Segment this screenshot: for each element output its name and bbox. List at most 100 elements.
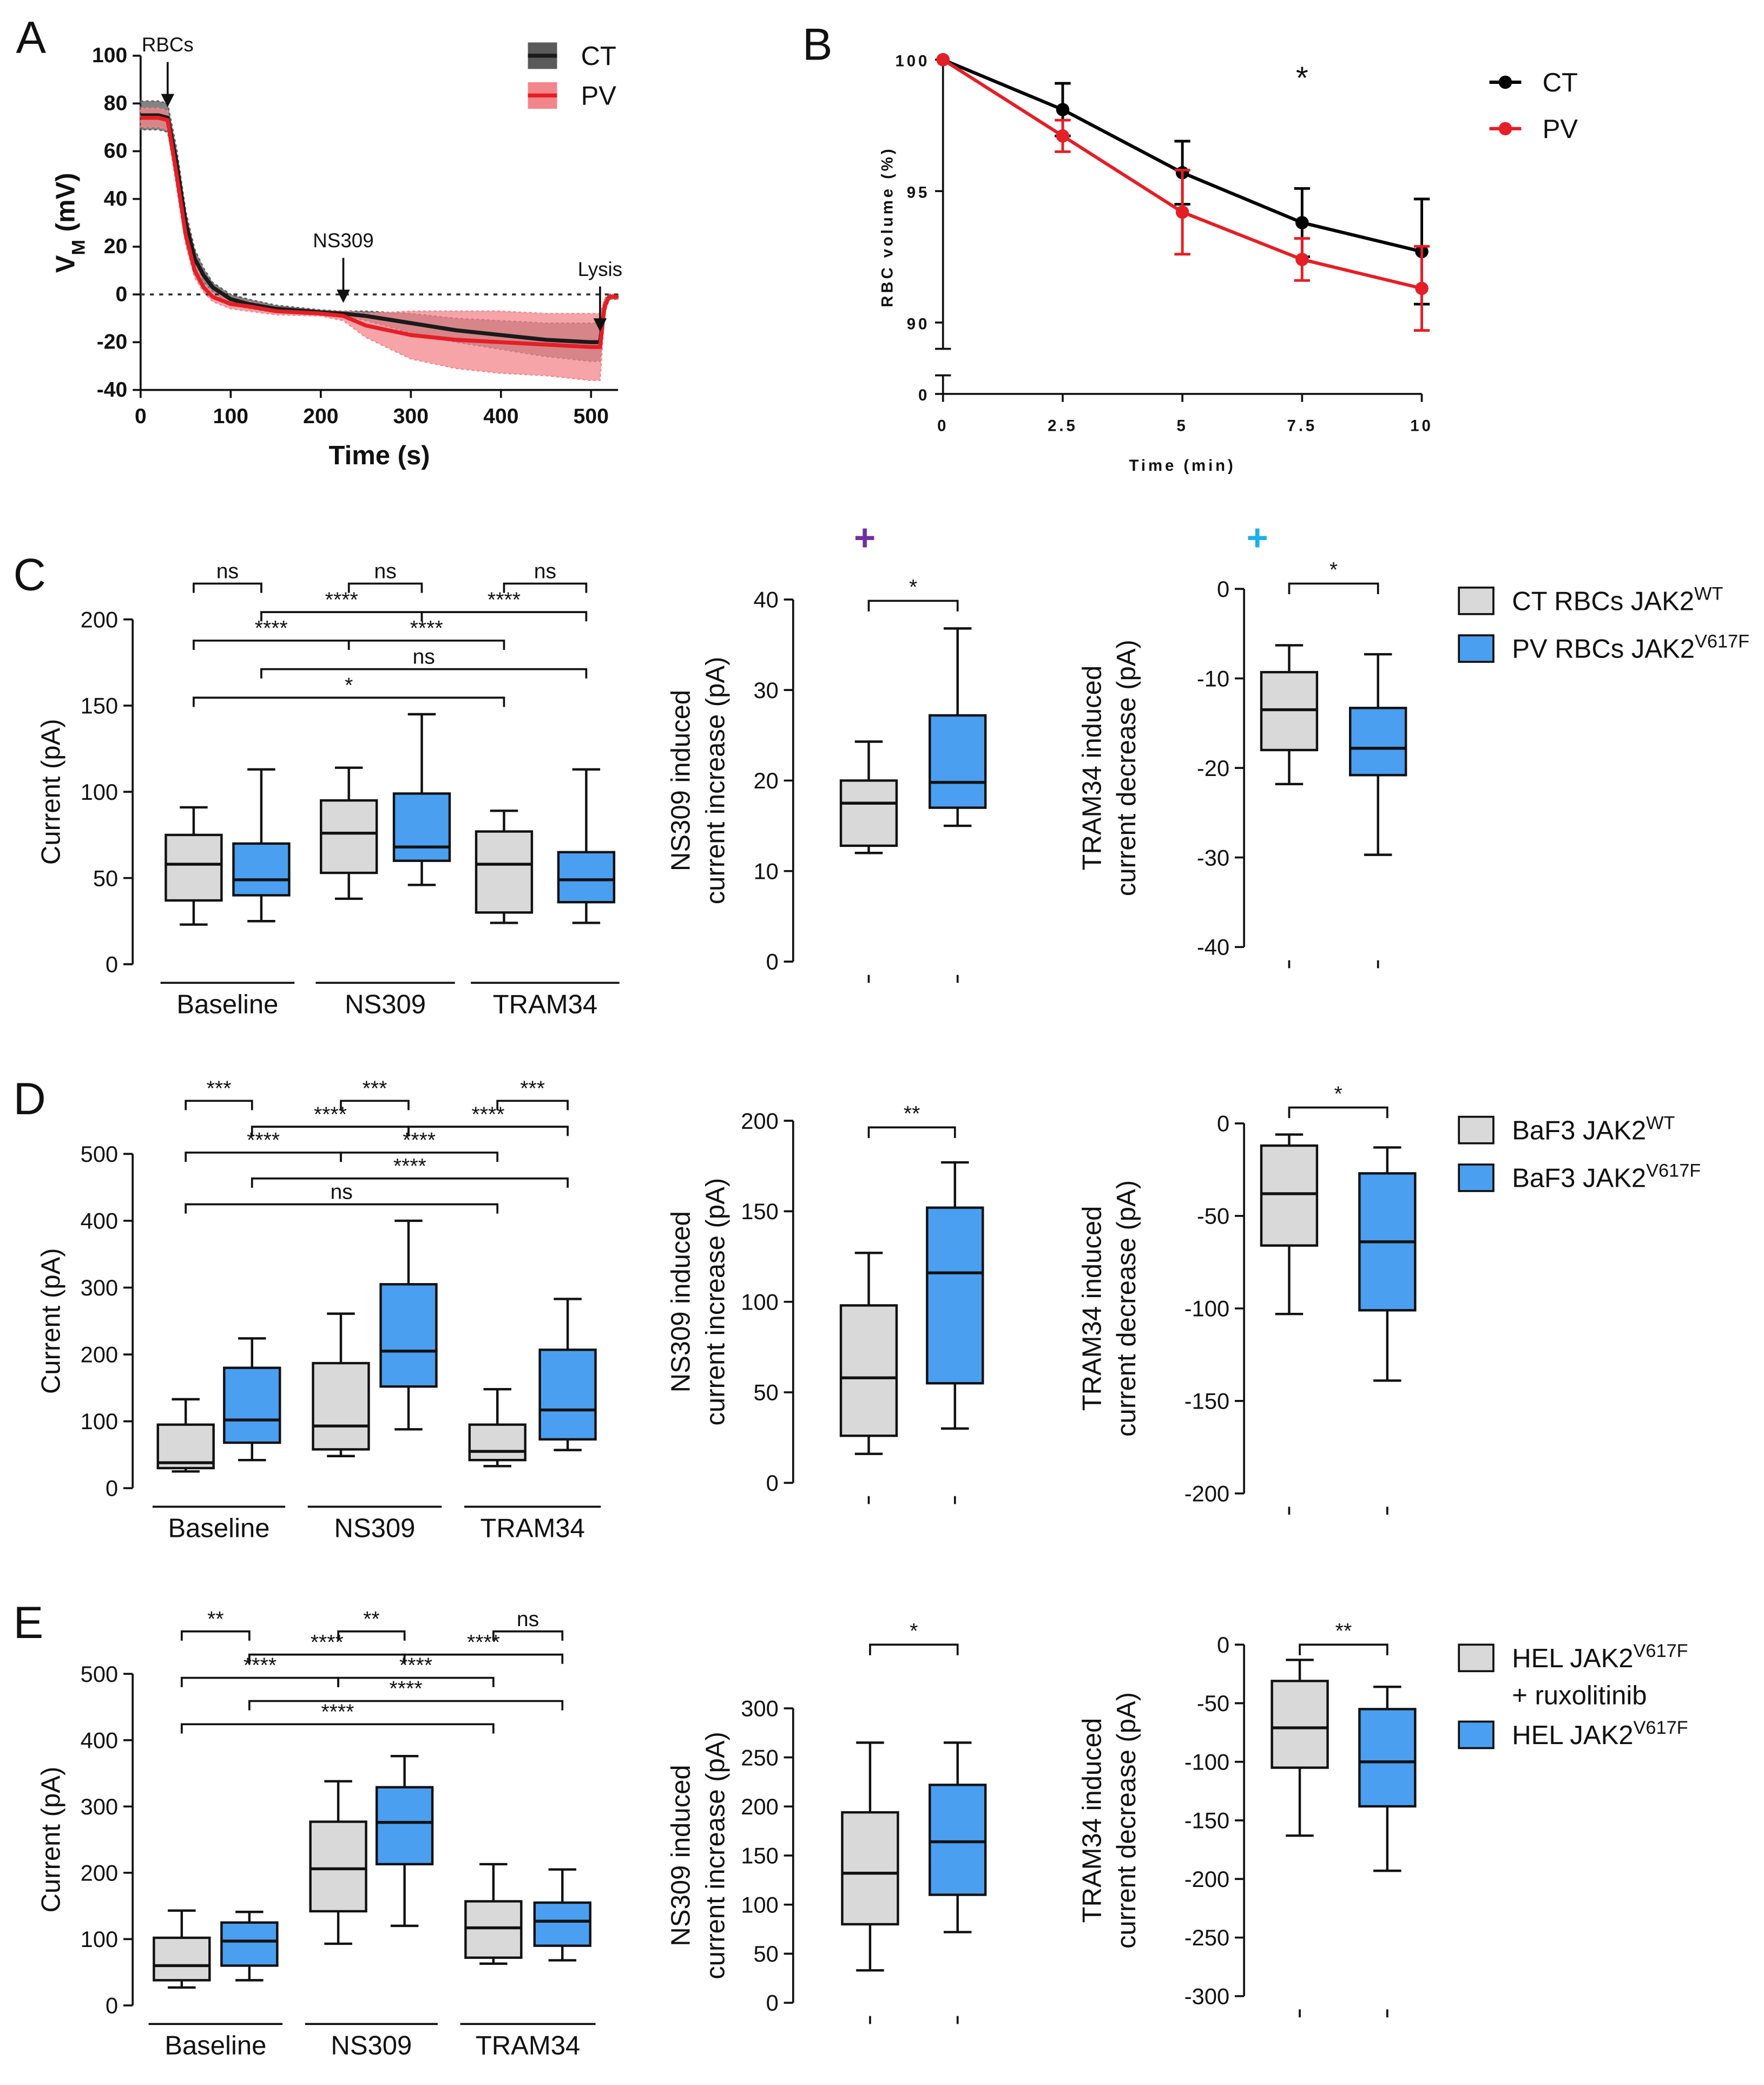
y-tick-label: 20 <box>753 768 778 793</box>
error-band <box>140 107 619 382</box>
annotation: Lysis <box>578 258 622 280</box>
annotation: NS309 <box>313 229 373 252</box>
y-axis-label-end: (mV) <box>51 173 80 232</box>
legend-sup: V617F <box>1695 632 1749 652</box>
significance-label: * <box>1334 1082 1342 1106</box>
y-tick-label: -10 <box>1197 666 1229 691</box>
x-tick-label: 2.5 <box>1048 417 1078 435</box>
annotation: * <box>1296 61 1308 96</box>
x-tick-label: TRAM34 <box>480 1514 584 1543</box>
point <box>1056 129 1070 143</box>
point <box>1056 103 1070 116</box>
significance-bracket <box>251 1177 569 1188</box>
y-axis-label: current increase (pA) <box>701 1178 730 1426</box>
box <box>309 1820 367 1913</box>
legend-name: CT <box>581 42 616 71</box>
significance-label: * <box>1329 558 1338 582</box>
legend-swatch <box>1458 634 1495 663</box>
legend-sup: V617F <box>1634 1641 1688 1661</box>
box <box>929 714 987 809</box>
box <box>164 833 223 902</box>
y-axis-label: NS309 induced <box>667 1765 696 1946</box>
y-tick-label: 200 <box>81 607 119 632</box>
panel-label: E <box>14 1597 44 1648</box>
y-axis-label: TRAM34 induced <box>1077 1206 1107 1411</box>
legend-label: BaF3 JAK2V617F <box>1512 1161 1701 1193</box>
y-tick-label: 0 <box>766 949 779 975</box>
legend-label: PV <box>581 82 617 111</box>
y-axis-label: Current (pA) <box>36 1767 65 1913</box>
y-tick-label: 150 <box>81 693 119 719</box>
panel-label: B <box>802 19 833 69</box>
significance-bracket <box>181 1676 339 1687</box>
y-tick-label: -50 <box>1197 1691 1229 1716</box>
legend-label: CT RBCs JAK2WT <box>1512 583 1723 616</box>
legend-label: HEL JAK2V617F <box>1512 1718 1688 1750</box>
x-axis-label: Time (s) <box>329 441 430 470</box>
significance-bracket <box>337 1630 406 1641</box>
y-tick-label: 0 <box>1217 1111 1229 1136</box>
legend-swatch <box>1458 586 1495 615</box>
x-tick-label: NS309 <box>331 2031 412 2061</box>
legend-name: PV <box>581 82 617 111</box>
y-tick-label: 0 <box>766 1990 779 2016</box>
box <box>464 1900 523 1959</box>
y-axis-label: current decrease (pA) <box>1112 1692 1141 1949</box>
significance-bracket <box>867 600 959 611</box>
series-line <box>140 115 618 349</box>
y-tick-label: 100 <box>81 779 119 805</box>
y-tick-label: 0 <box>918 386 930 404</box>
significance-label: ns <box>517 1608 539 1631</box>
box <box>312 1362 370 1451</box>
x-tick-label: 7.5 <box>1287 417 1318 435</box>
significance-bracket <box>185 1203 499 1214</box>
significance-bracket <box>185 1100 253 1110</box>
y-axis-label-sub: M <box>68 240 89 255</box>
y-tick-label: 50 <box>753 1941 778 1966</box>
y-tick-label: -40 <box>1197 935 1229 960</box>
legend-sup: WT <box>1694 583 1723 604</box>
significance-bracket <box>347 582 423 593</box>
significance-label: ns <box>216 560 239 583</box>
y-tick-label: -50 <box>1197 1203 1229 1229</box>
significance-label: ** <box>363 1608 380 1631</box>
x-tick-label: 10 <box>1410 417 1433 435</box>
legend-sup: V617F <box>1634 1718 1688 1738</box>
x-tick-label: TRAM34 <box>476 2031 580 2061</box>
y-tick-label: 300 <box>741 1696 779 1721</box>
panel-label: C <box>14 550 46 600</box>
y-tick-label: -150 <box>1184 1808 1229 1833</box>
box <box>533 1901 591 1947</box>
y-tick-label: -200 <box>1184 1481 1229 1507</box>
box <box>1260 1144 1319 1247</box>
y-tick-label: 0 <box>106 1993 118 2018</box>
legend-label: HEL JAK2V617F + ruxolitinib <box>1512 1641 1688 1711</box>
marker: + <box>1247 517 1268 558</box>
x-tick-label: 100 <box>213 405 248 428</box>
significance-label: **** <box>321 1701 354 1724</box>
y-tick-label: 90 <box>907 315 930 333</box>
y-tick-label: 0 <box>106 1476 118 1501</box>
box <box>156 1423 215 1470</box>
significance-label: **** <box>311 1631 344 1654</box>
point <box>1415 281 1429 295</box>
arrow-head <box>337 290 350 303</box>
legend-label: BaF3 JAK2WT <box>1512 1113 1675 1145</box>
y-tick-label: 0 <box>766 1470 779 1496</box>
significance-label: **** <box>467 1631 500 1654</box>
significance-bracket <box>420 611 588 622</box>
box <box>929 1784 987 1896</box>
box <box>538 1349 597 1441</box>
box <box>379 1283 438 1388</box>
legend-name: PV RBCs JAK2 <box>1512 635 1695 664</box>
significance-label: **** <box>410 617 443 640</box>
y-tick-label: 0 <box>1217 1632 1229 1658</box>
series-line <box>140 113 618 345</box>
legend-label: PV <box>1543 115 1578 144</box>
y-tick-label: 0 <box>116 282 128 306</box>
legend-name: BaF3 JAK2 <box>1512 1116 1646 1145</box>
x-tick-label: 500 <box>574 405 609 428</box>
significance-bracket <box>403 1653 564 1664</box>
y-axis-label: NS309 induced <box>667 1211 696 1392</box>
